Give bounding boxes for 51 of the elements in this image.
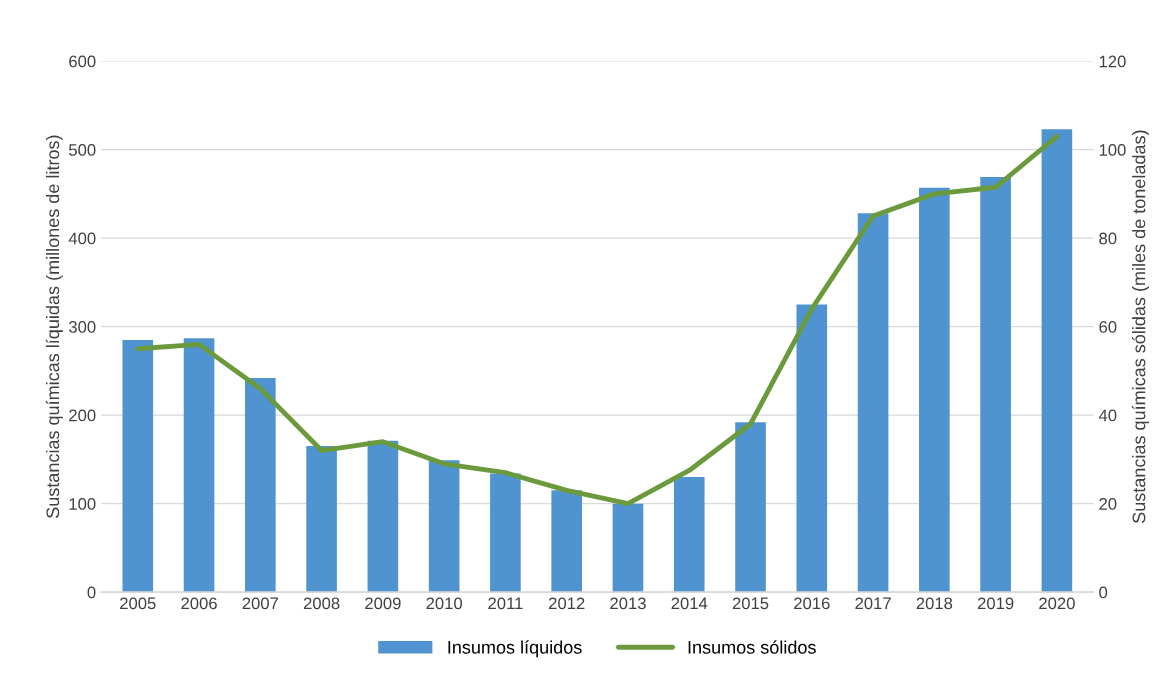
x-tick-label: 2016 [794, 597, 830, 610]
bar [673, 477, 705, 593]
bar [796, 304, 828, 593]
bar [367, 440, 399, 593]
y-tick-label: 500 [69, 144, 96, 156]
y2-tick-label: 40 [1098, 409, 1117, 422]
legend-label: Insumos líquidos [448, 640, 582, 658]
x-tick-label: 2009 [365, 597, 401, 610]
x-tick-label: 2011 [488, 597, 523, 610]
y2-tick-label: 60 [1099, 321, 1117, 333]
bar [122, 339, 154, 593]
y2-tick-label: 0 [1099, 586, 1108, 599]
y-tick-label: 0 [87, 586, 96, 599]
y2-tick-label: 100 [1099, 144, 1126, 156]
x-tick-label: 2019 [977, 597, 1014, 610]
bar [428, 460, 460, 593]
x-tick-label: 2012 [549, 597, 585, 610]
x-tick-label: 2013 [610, 597, 646, 610]
bar [1041, 129, 1073, 593]
x-tick-label: 2007 [242, 597, 279, 610]
line-series [135, 133, 1060, 507]
bar [245, 377, 276, 593]
y2-tick-label: 80 [1099, 232, 1117, 245]
x-tick-label: 2005 [120, 597, 156, 610]
y-tick-label: 600 [69, 55, 96, 68]
x-tick-label: 2006 [181, 597, 217, 610]
y2-tick-label: 20 [1099, 498, 1117, 510]
bar [735, 422, 766, 593]
bar [612, 503, 644, 593]
y-tick-label: 200 [69, 409, 96, 422]
y2-axis-title: Sustancias químicas sólidas (miles de toneladas) [1131, 130, 1149, 524]
legend-label: Insumos sólidos [688, 640, 816, 654]
bar [490, 473, 521, 593]
y-tick-label: 100 [69, 498, 96, 510]
bar [980, 177, 1011, 593]
y2-tick-label: 120 [1099, 55, 1126, 68]
bar [306, 446, 337, 593]
bar [857, 213, 889, 593]
x-tick-label: 2010 [426, 597, 463, 610]
x-tick-label: 2018 [916, 597, 953, 610]
bar [919, 187, 950, 593]
bar [551, 490, 583, 593]
y-tick-label: 400 [68, 232, 96, 245]
x-tick-label: 2014 [671, 597, 708, 610]
x-tick-label: 2017 [855, 597, 891, 610]
x-tick-label: 2020 [1039, 597, 1075, 610]
x-tick-label: 2008 [303, 597, 340, 610]
bar [183, 338, 215, 593]
x-tick-label: 2015 [732, 597, 769, 610]
y-tick-label: 300 [68, 321, 96, 333]
y-axis-title: Sustancias químicas líquidas (millones de litros) [45, 135, 63, 518]
